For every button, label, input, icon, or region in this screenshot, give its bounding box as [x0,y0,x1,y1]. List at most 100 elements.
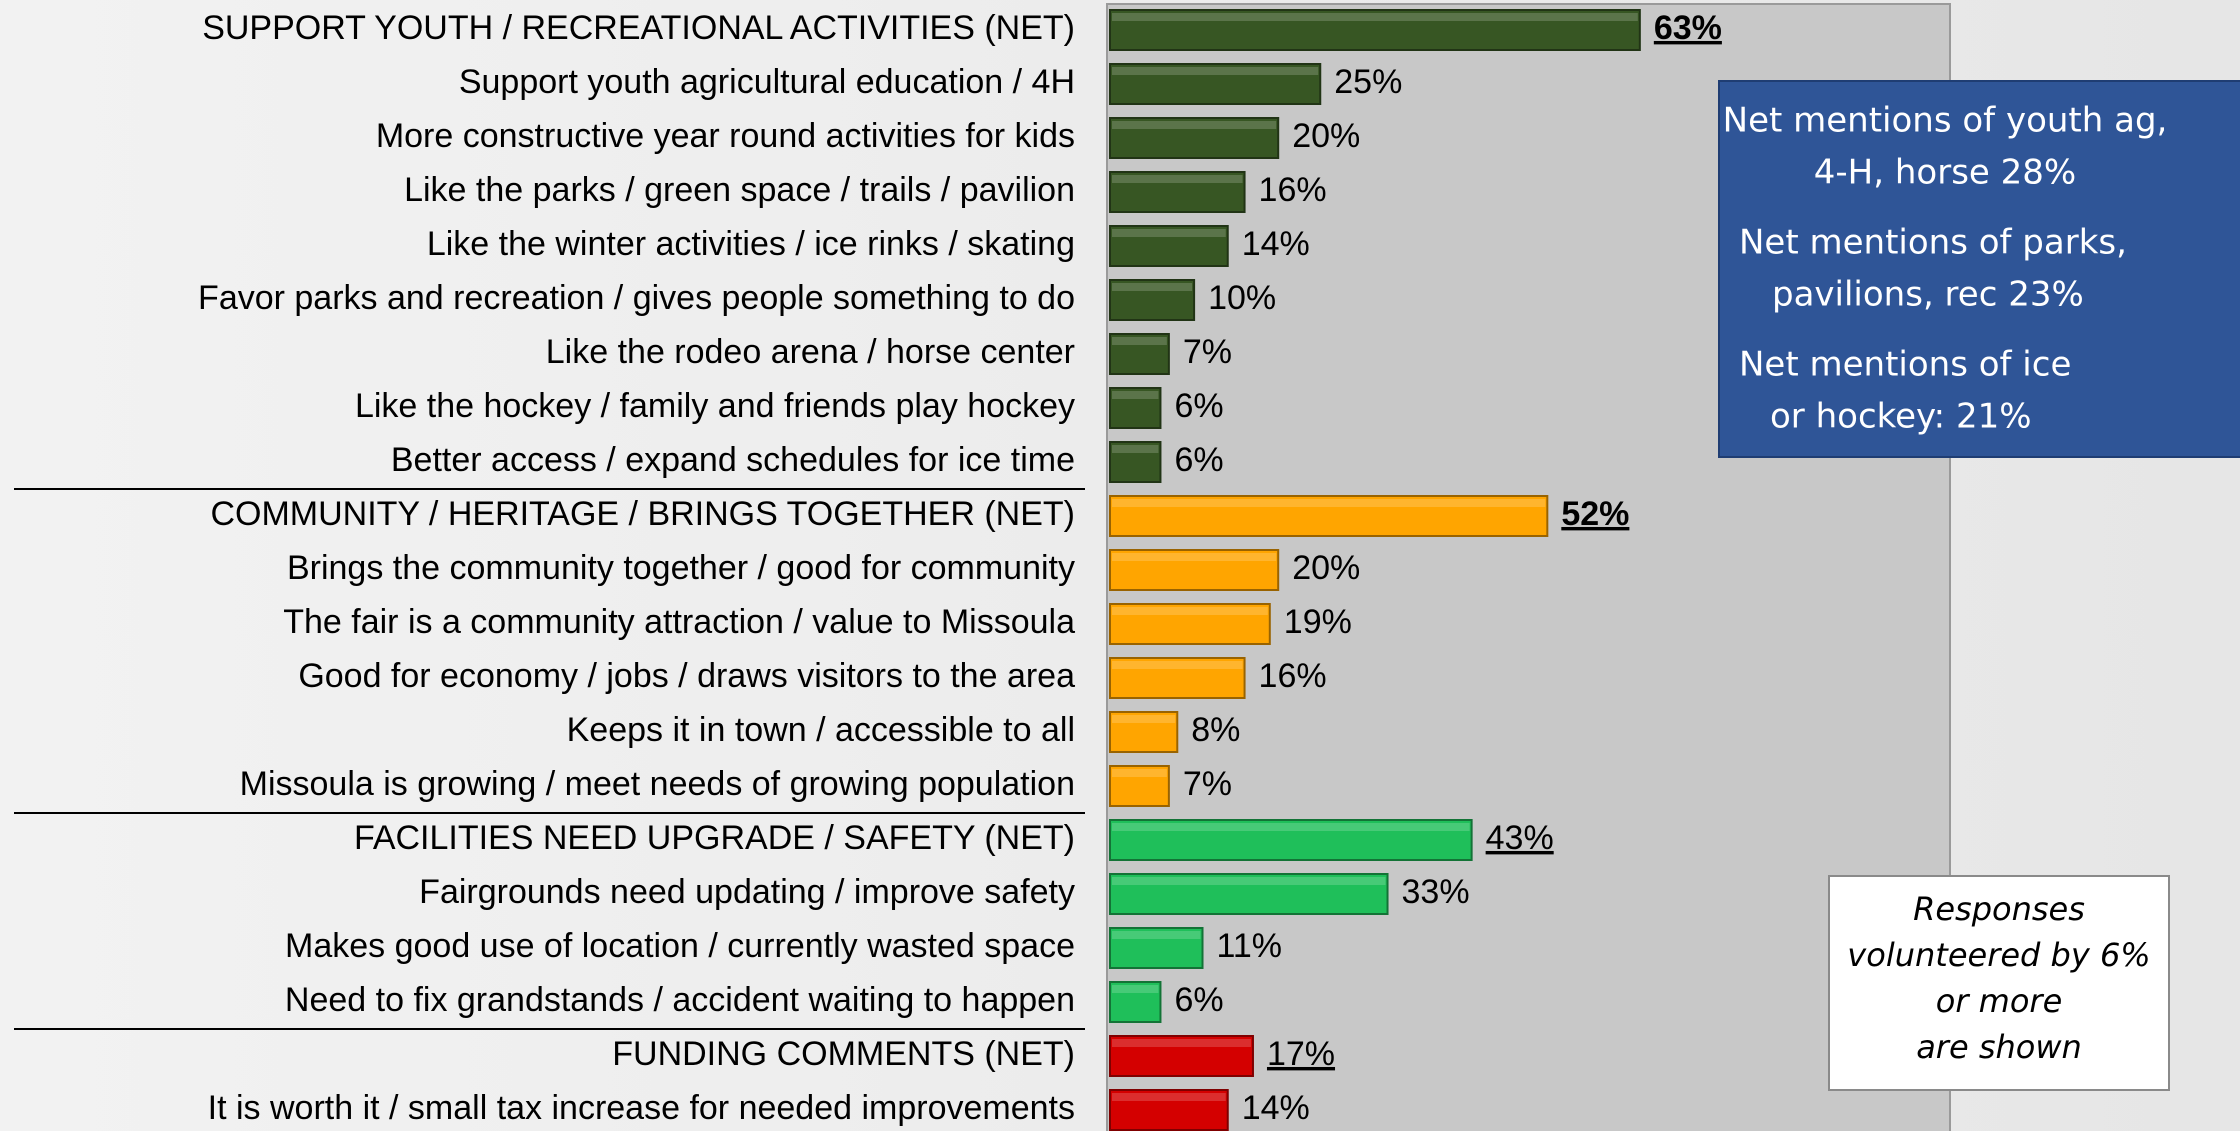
category-label: Need to fix grandstands / accident waiti… [285,981,1075,1019]
bar-shine [1112,715,1176,723]
bar-shine [1112,13,1638,21]
bar-shine [1112,391,1159,399]
value-label: 6% [1174,387,1223,425]
value-label: 43% [1486,819,1554,857]
category-label: Better access / expand schedules for ice… [391,441,1075,479]
category-label: COMMUNITY / HERITAGE / BRINGS TOGETHER (… [210,495,1075,533]
value-label: 7% [1183,765,1232,803]
value-label: 7% [1183,333,1232,371]
bar-shine [1112,283,1193,291]
note-white: Responses volunteered by 6% or more are … [1828,875,2170,1091]
category-label: FACILITIES NEED UPGRADE / SAFETY (NET) [354,819,1075,857]
value-label: 33% [1402,873,1470,911]
bar [1109,927,1204,969]
bar [1109,333,1170,375]
category-label: Like the parks / green space / trails / … [404,171,1075,209]
category-label: Keeps it in town / accessible to all [567,711,1075,749]
category-label: FUNDING COMMENTS (NET) [612,1035,1075,1073]
bar-shine [1112,931,1201,939]
note-text: are shown [1916,1028,2082,1066]
note-box [1718,80,2240,458]
bar [1109,657,1246,699]
value-label: 14% [1242,1089,1310,1127]
note-text: 4-H, horse 28% [1814,153,2076,193]
category-label: Like the hockey / family and friends pla… [355,387,1075,425]
note-box [1828,875,2170,1091]
bar [1109,549,1280,591]
value-label: 6% [1174,981,1223,1019]
bar-shine [1112,1093,1226,1101]
value-label: 20% [1292,549,1360,587]
bar-shine [1112,769,1167,777]
bar [1109,171,1246,213]
value-label: 19% [1284,603,1352,641]
bar [1109,1089,1229,1131]
value-label: 20% [1292,117,1360,155]
bar [1109,819,1473,861]
value-label: 16% [1259,171,1327,209]
bar-shine [1112,445,1159,453]
note-text: pavilions, rec 23% [1772,275,2084,315]
value-label: 14% [1242,225,1310,263]
bar-shine [1112,985,1159,993]
category-label: It is worth it / small tax increase for … [208,1089,1075,1127]
bar [1109,711,1179,753]
bar [1109,279,1196,321]
bar [1109,495,1549,537]
category-label: More constructive year round activities … [376,117,1075,155]
bar-shine [1112,553,1277,561]
category-label: Fairgrounds need updating / improve safe… [419,873,1075,911]
value-label: 16% [1259,657,1327,695]
bars: SUPPORT YOUTH / RECREATIONAL ACTIVITIES … [14,9,1722,1131]
value-label: 6% [1174,441,1223,479]
bar [1109,1035,1254,1077]
bar [1109,441,1162,483]
bar-shine [1112,1039,1251,1047]
value-label: 11% [1217,927,1283,965]
bar-shine [1112,121,1277,129]
category-label: Brings the community together / good for… [287,549,1075,587]
bar-shine [1112,175,1243,183]
category-label: The fair is a community attraction / val… [283,603,1075,641]
bar [1109,981,1162,1023]
bar [1109,117,1280,159]
note-blue: Net mentions of youth ag, 4-H, horse 28%… [1718,80,2240,458]
value-label: 63% [1654,9,1722,47]
category-label: SUPPORT YOUTH / RECREATIONAL ACTIVITIES … [202,9,1075,47]
bar-shine [1112,229,1226,237]
value-label: 25% [1334,63,1402,101]
bar-shine [1112,823,1470,831]
category-label: Support youth agricultural education / 4… [459,63,1075,101]
category-label: Favor parks and recreation / gives peopl… [198,279,1075,317]
bar [1109,873,1389,915]
category-label: Good for economy / jobs / draws visitors… [298,657,1075,695]
bar-shine [1112,661,1243,669]
bar-shine [1112,499,1546,507]
note-text: or more [1936,982,2063,1020]
value-label: 52% [1561,495,1629,533]
category-label: Like the winter activities / ice rinks /… [427,225,1075,263]
bar-shine [1112,607,1268,615]
bar [1109,63,1322,105]
category-label: Makes good use of location / currently w… [285,927,1075,965]
value-label: 8% [1191,711,1240,749]
note-text: Responses [1913,890,2085,928]
note-text: volunteered by 6% [1847,936,2150,974]
category-label: Like the rodeo arena / horse center [546,333,1075,371]
bar [1109,9,1641,51]
bar-shine [1112,337,1167,345]
bar [1109,225,1229,267]
value-label: 10% [1208,279,1276,317]
note-text: Net mentions of ice [1739,345,2071,385]
value-label: 17% [1267,1035,1335,1073]
category-label: Missoula is growing / meet needs of grow… [240,765,1075,803]
bar-shine [1112,877,1386,885]
note-text: Net mentions of parks, [1739,223,2127,263]
bar [1109,603,1271,645]
bar [1109,765,1170,807]
note-text: Net mentions of youth ag, [1723,101,2168,141]
bar-shine [1112,67,1319,75]
note-text: or hockey: 21% [1770,397,2032,437]
